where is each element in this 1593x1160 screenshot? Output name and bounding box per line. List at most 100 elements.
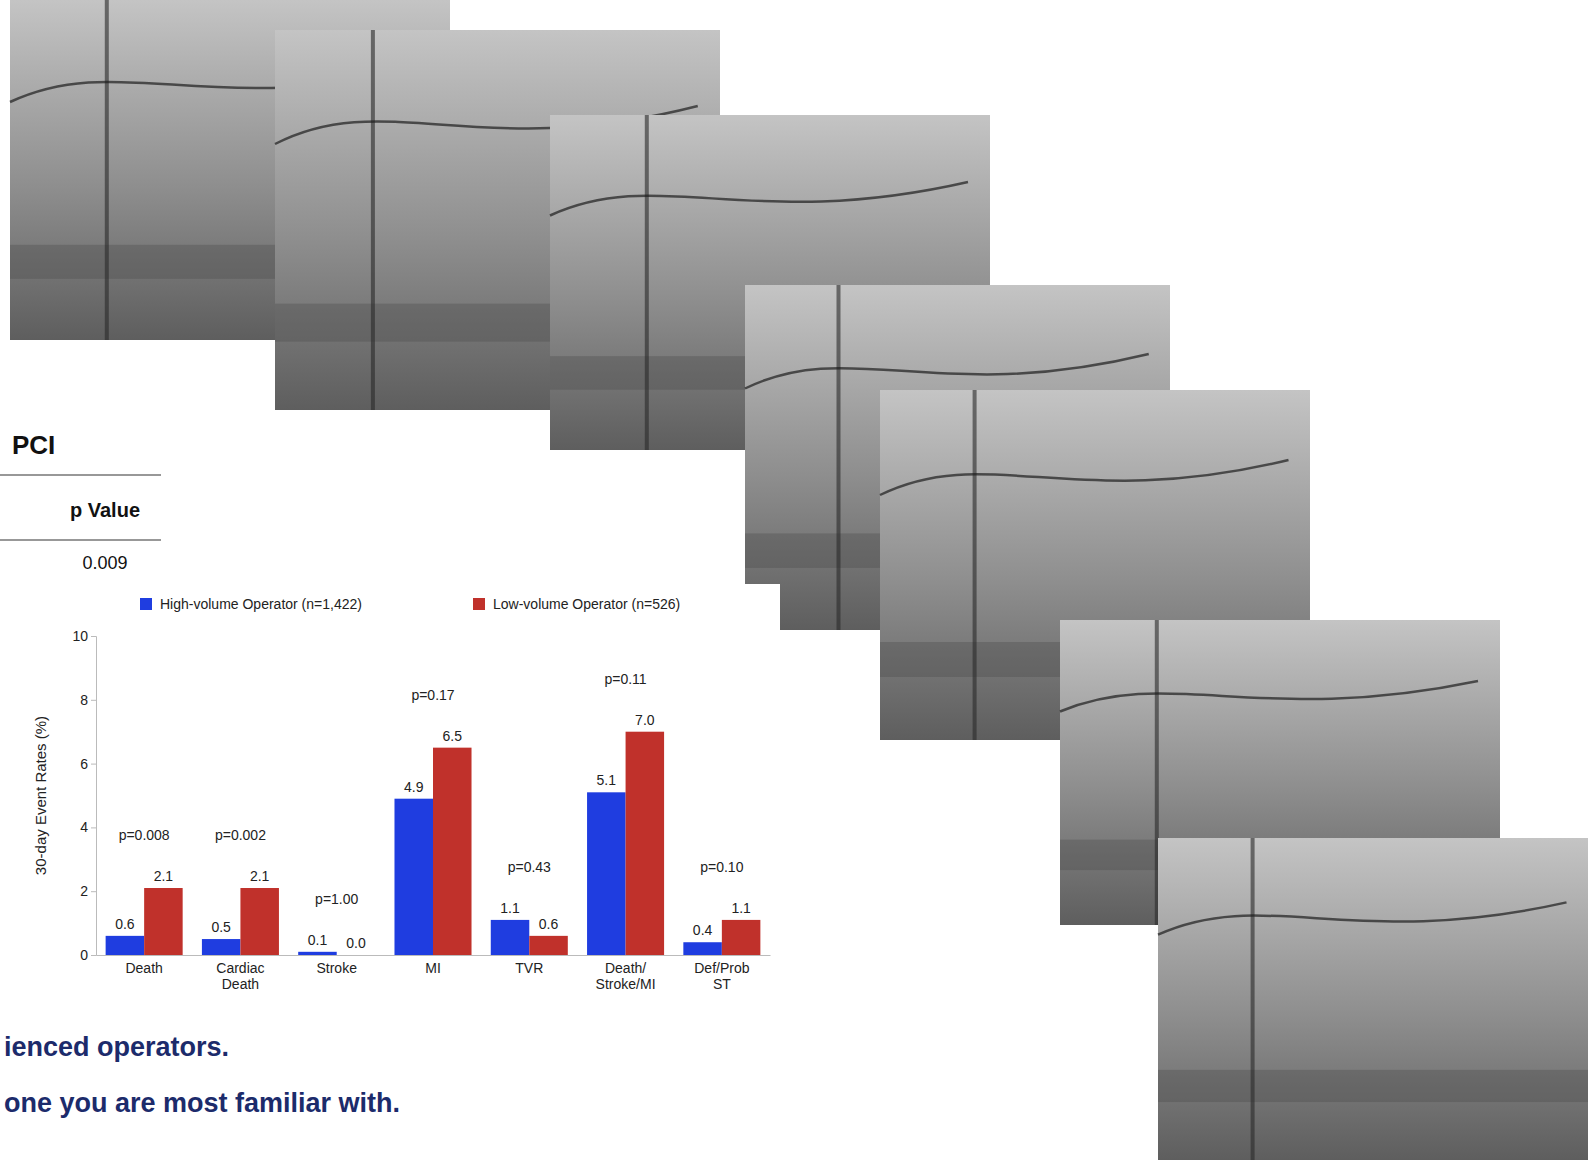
y-tick: 0 (80, 947, 96, 963)
x-tick-label: MI (425, 960, 441, 976)
data-label: 4.9 (404, 779, 424, 795)
data-label: 1.1 (500, 900, 520, 916)
chart-bg (6, 584, 780, 1014)
angiogram-images (10, 0, 1588, 1160)
tile-bg (1158, 838, 1588, 1160)
bar (722, 920, 761, 955)
x-tick: TVR (515, 955, 543, 976)
tile-catheter (371, 30, 375, 410)
x-tick: CardiacDeath (216, 955, 264, 992)
y-tick-mark (91, 827, 96, 828)
table-header: p Value (70, 499, 140, 521)
y-axis: 0 2 4 6 8 10 (72, 628, 96, 963)
x-tick: MI (425, 955, 441, 976)
angiogram-tile (1158, 838, 1588, 1160)
p-value: p=0.17 (411, 687, 454, 703)
tile-wire (880, 460, 1289, 495)
bar (240, 888, 279, 955)
p-value: p=0.002 (215, 827, 266, 843)
slide: PCI p Value 0.009 ienced operators. one you … (0, 0, 1593, 1160)
data-label: 0.4 (693, 922, 713, 938)
tile-catheter (973, 390, 977, 740)
legend-swatch (140, 598, 152, 610)
y-tick: 8 (80, 692, 96, 708)
bar (529, 936, 568, 955)
bar (144, 888, 183, 955)
data-label: 0.6 (539, 916, 559, 932)
legend-label: High-volume Operator (n=1,422) (160, 596, 362, 612)
x-tick: Stroke (316, 955, 357, 976)
bar (683, 942, 722, 955)
x-tick-label: CardiacDeath (216, 960, 264, 992)
y-tick-label: 2 (80, 883, 88, 899)
bar (626, 732, 665, 955)
data-label: 2.1 (250, 868, 270, 884)
y-tick: 4 (80, 819, 96, 835)
data-label: 6.5 (443, 728, 463, 744)
x-tick: Death/Stroke/MI (596, 955, 656, 992)
bar (433, 748, 472, 955)
data-label: 0.5 (211, 919, 231, 935)
y-tick-mark (91, 891, 96, 892)
y-tick-label: 6 (80, 756, 88, 772)
data-label: 2.1 (154, 868, 174, 884)
footer-text: ienced operators. (4, 1032, 229, 1062)
tile-catheter (1251, 838, 1255, 1160)
y-axis-line (91, 637, 97, 956)
bar (587, 792, 626, 955)
data-labels: 0.6 0.5 0.1 4.9 1.1 5.1 0.4 2.1 2.1 0.0 6.5 0.6 7.0 1… (115, 712, 751, 951)
tile-catheter (645, 115, 649, 450)
p-value: p=1.00 (315, 891, 358, 907)
table-bg (0, 418, 170, 578)
x-tick: Death (125, 955, 162, 976)
bar (202, 939, 241, 955)
bars (106, 732, 761, 955)
table-rule (0, 539, 161, 540)
x-axis: Death CardiacDeath Stroke MI TVR Death/Stroke… (97, 955, 771, 992)
tile-wire (550, 182, 968, 216)
y-tick-mark (91, 700, 96, 701)
y-tick-label: 8 (80, 692, 88, 708)
y-tick: 2 (80, 883, 96, 899)
x-axis-line (97, 955, 771, 956)
p-value: p=0.11 (604, 671, 646, 687)
y-tick-mark (91, 955, 96, 956)
x-tick: Def/ProbST (694, 955, 749, 992)
table-cell: 0.009 (82, 553, 127, 573)
table-rule (0, 474, 161, 475)
y-axis-title: 30-day Event Rates (%) (32, 716, 49, 875)
p-value: p=0.43 (508, 859, 551, 875)
data-label: 1.1 (731, 900, 751, 916)
tile-catheter (837, 285, 841, 630)
x-tick-label: Death/Stroke/MI (596, 960, 656, 992)
bar (337, 955, 376, 956)
y-tick-mark (91, 636, 96, 637)
data-label: 0.0 (346, 935, 366, 951)
tile-wire (745, 354, 1149, 389)
y-tick-label: 4 (80, 819, 88, 835)
data-label: 5.1 (597, 772, 617, 788)
data-label: 0.1 (308, 932, 328, 948)
bar (394, 799, 433, 955)
p-value: p=0.008 (119, 827, 170, 843)
tile-catheter (105, 0, 109, 340)
tile-wire (1158, 902, 1567, 934)
legend: High-volume Operator (n=1,422)Low-volume… (140, 596, 680, 612)
legend-swatch (473, 598, 485, 610)
heading: PCI (12, 430, 55, 460)
x-tick-label: Stroke (316, 960, 357, 976)
data-label: 0.6 (115, 916, 135, 932)
bar (298, 952, 337, 955)
p-value: p=0.10 (700, 859, 743, 875)
y-tick-mark (91, 764, 96, 765)
data-label: 7.0 (635, 712, 655, 728)
footer-text: one you are most familiar with. (4, 1088, 400, 1118)
y-tick: 6 (80, 756, 96, 772)
tile-band (1158, 1070, 1588, 1102)
y-tick: 10 (72, 628, 96, 644)
x-tick-label: TVR (515, 960, 543, 976)
bar (106, 936, 145, 955)
y-tick-label: 0 (80, 947, 88, 963)
tile-wire (1060, 681, 1478, 712)
x-tick-label: Death (125, 960, 162, 976)
